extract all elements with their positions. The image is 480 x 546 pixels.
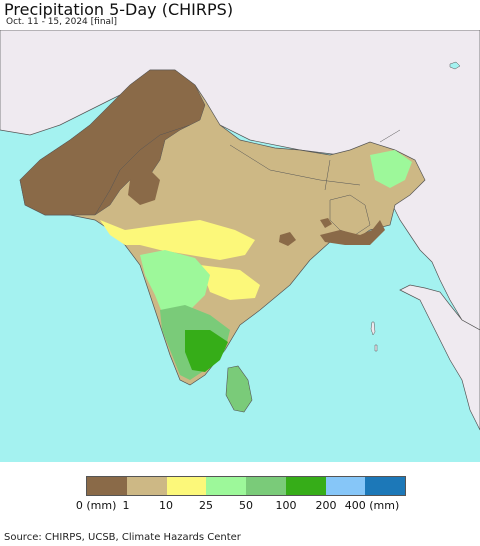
dry-patch-east [320,218,332,228]
legend-color-bar [86,476,406,496]
dry-patch-central [279,232,296,246]
precipitation-map [0,30,480,462]
map-subtitle: Oct. 11 - 15, 2024 [final] [6,17,118,27]
legend-bin [365,477,405,495]
legend-bin [166,477,207,495]
legend-bin [246,477,286,495]
outside-land-southeast [399,284,480,431]
andaman-islands [370,321,378,352]
legend-label: 25 [199,499,213,512]
bangladesh-region [329,194,371,236]
green-dark-south [185,330,228,372]
legend-bin [87,477,127,495]
yellow-belt-central [200,265,260,300]
legend-label: 1 [122,499,130,512]
dry-north [160,85,190,115]
legend-label: 400 (mm) [344,499,400,512]
green-light-northeast [370,150,412,188]
legend-label: 10 [159,499,173,512]
legend-label: 200 [315,499,337,512]
yellow-belt-west [100,220,255,260]
green-light-west [140,250,210,330]
legend-label: 0 (mm) [75,499,117,512]
legend-label: 100 [275,499,297,512]
sri-lanka [225,365,253,413]
map-title: Precipitation 5-Day (CHIRPS) [4,0,234,19]
dry-west [19,69,206,216]
country-borders [94,124,401,216]
legend-bin [126,477,167,495]
source-credit: Source: CHIRPS, UCSB, Climate Hazards Ce… [4,532,241,543]
legend-bin [206,477,246,495]
coast-dark-bengal [320,220,385,245]
dry-rajasthan [128,170,160,205]
legend-bin [285,477,326,495]
island-north-east [449,61,461,70]
legend-labels: 0 (mm) 1 10 25 50 100 200 400 (mm) [0,499,480,513]
legend-bin [325,477,366,495]
legend-label: 50 [239,499,253,512]
